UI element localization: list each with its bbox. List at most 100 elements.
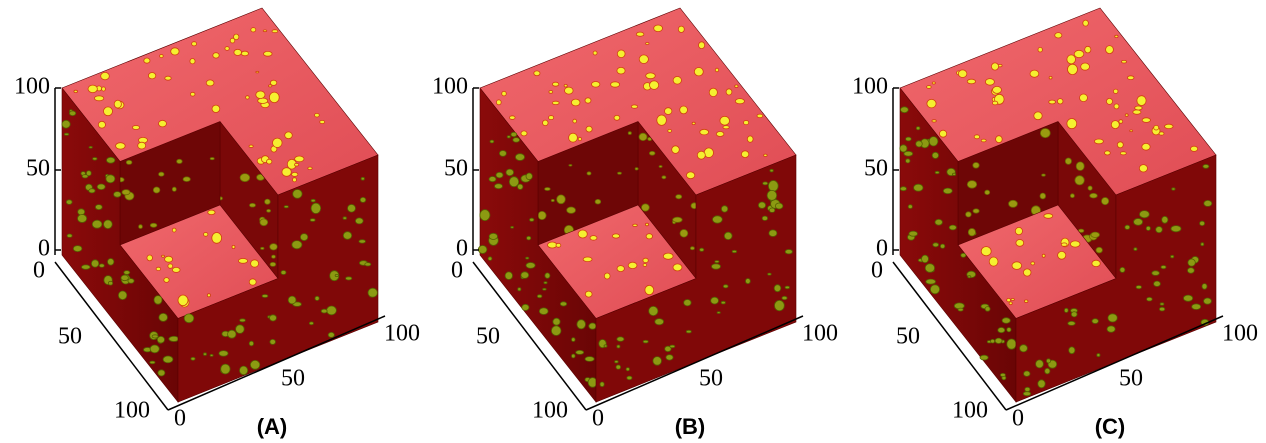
speckle: [699, 42, 705, 49]
speckle: [489, 233, 497, 239]
speckle: [526, 257, 529, 259]
speckle: [549, 116, 554, 120]
speckle: [1046, 359, 1050, 363]
speckle: [543, 288, 547, 290]
tick-label: 0: [174, 406, 186, 432]
speckle: [102, 87, 106, 91]
speckle: [595, 199, 601, 204]
speckle: [69, 111, 75, 116]
speckle: [534, 71, 540, 76]
speckle: [665, 108, 672, 115]
speckle: [616, 365, 621, 369]
speckle: [272, 30, 278, 33]
speckle: [649, 306, 658, 315]
speckle: [270, 244, 278, 250]
speckle: [267, 209, 271, 212]
speckle: [1142, 143, 1150, 150]
speckle: [909, 231, 918, 236]
speckle: [150, 345, 159, 353]
speckle: [273, 138, 283, 147]
speckle: [212, 233, 222, 244]
speckle: [124, 271, 130, 275]
tick-label: 0: [33, 258, 45, 284]
speckle: [758, 202, 765, 208]
speckle: [190, 92, 195, 96]
speckle: [169, 336, 179, 341]
speckle: [1165, 124, 1174, 128]
speckle: [530, 218, 534, 221]
speckle: [272, 255, 276, 258]
speckle: [617, 266, 624, 272]
speckle: [219, 351, 228, 357]
speckle: [927, 86, 932, 89]
speckle: [741, 151, 748, 158]
speckle: [1139, 165, 1147, 172]
speckle: [251, 28, 256, 32]
speckle: [612, 234, 619, 238]
speckle: [507, 136, 510, 138]
tick-label: 100: [852, 74, 888, 100]
speckle: [1092, 260, 1100, 266]
speckle: [1159, 307, 1164, 311]
tick-label: 100: [14, 74, 50, 100]
speckle: [348, 205, 356, 213]
speckle: [101, 72, 110, 79]
speckle: [256, 71, 259, 73]
speckle: [639, 133, 647, 140]
speckle: [118, 291, 126, 300]
speckle: [973, 209, 979, 213]
speckle: [548, 242, 557, 248]
speckle: [1184, 295, 1193, 301]
speckle: [943, 188, 952, 194]
speckle: [926, 279, 936, 284]
speckle: [1203, 165, 1209, 169]
speckle: [74, 90, 78, 92]
speckle: [1156, 227, 1163, 233]
speckle: [250, 203, 256, 207]
speckle: [981, 139, 986, 142]
speckle: [270, 80, 276, 85]
speckle: [646, 73, 656, 79]
speckle: [642, 204, 650, 211]
speckle: [958, 308, 963, 311]
speckle: [628, 262, 637, 268]
speckle: [617, 337, 624, 341]
speckle: [328, 332, 334, 337]
speckle: [99, 264, 104, 267]
speckle: [1024, 371, 1030, 376]
speckle: [343, 217, 347, 220]
speckle: [159, 172, 164, 176]
speckle: [1042, 174, 1046, 176]
speckle: [635, 168, 638, 170]
speckle: [527, 236, 531, 240]
speckle: [168, 264, 173, 268]
speckle: [234, 49, 242, 55]
speckle: [643, 340, 648, 343]
speckle: [775, 203, 783, 209]
speckle: [152, 335, 158, 338]
speckle: [1204, 200, 1212, 206]
speckle: [553, 318, 560, 325]
speckle: [164, 278, 169, 283]
speckle: [240, 174, 250, 182]
speckle: [177, 159, 183, 163]
speckle: [1113, 89, 1118, 93]
speckle: [122, 190, 130, 195]
speckle: [1097, 354, 1100, 357]
speckle: [178, 295, 188, 306]
speckle: [763, 182, 768, 185]
speckle: [715, 68, 718, 72]
speckle: [1038, 380, 1045, 388]
speckle: [1067, 119, 1077, 129]
speckle: [496, 172, 503, 178]
speckle: [78, 209, 85, 215]
speckle: [769, 230, 777, 237]
speckle: [160, 55, 164, 58]
speckle: [1064, 308, 1068, 312]
speckle: [1172, 188, 1175, 190]
speckle: [715, 261, 719, 263]
speckle: [925, 264, 934, 273]
speckle: [511, 132, 517, 136]
speckle: [585, 357, 594, 362]
speckle: [1161, 266, 1166, 269]
